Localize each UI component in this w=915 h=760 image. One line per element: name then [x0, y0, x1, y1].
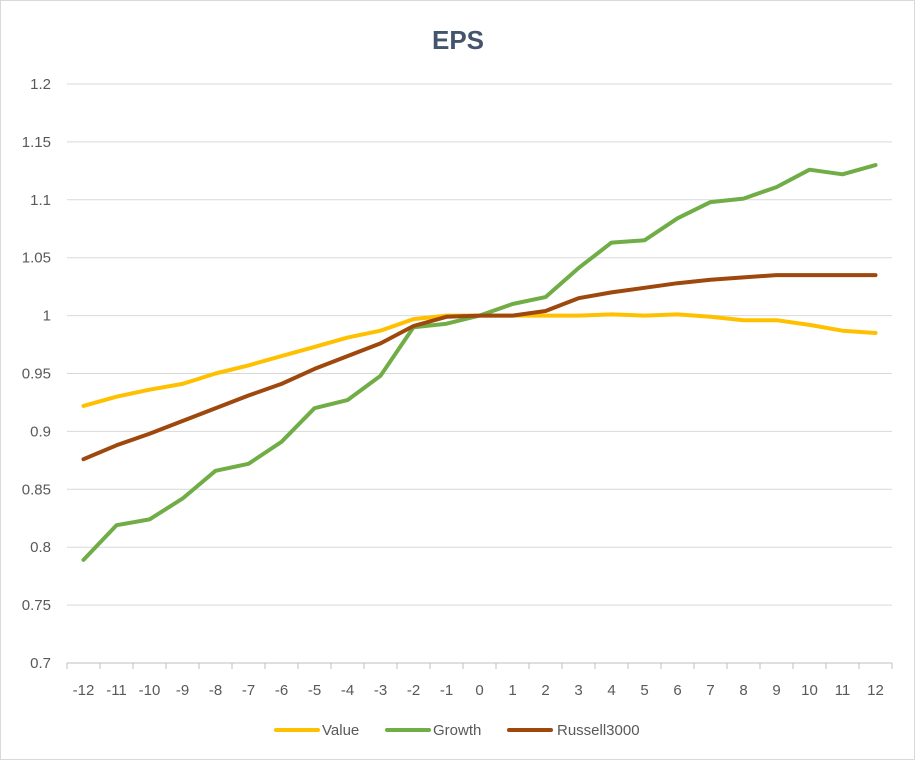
y-tick-label: 1.1 [30, 192, 51, 209]
x-tick-label: 4 [607, 682, 615, 699]
x-tick-label: -5 [308, 682, 321, 699]
y-tick-label: 1.05 [22, 250, 51, 267]
x-tick-label: 1 [508, 682, 516, 699]
x-tick-label: 0 [475, 682, 483, 699]
x-tick-label: -2 [407, 682, 420, 699]
x-tick-label: -9 [176, 682, 189, 699]
legend-label-growth: Growth [433, 722, 481, 739]
legend-label-russell3000: Russell3000 [557, 722, 640, 739]
y-tick-label: 0.95 [22, 366, 51, 383]
y-tick-label: 0.7 [30, 655, 51, 672]
series-line-russell3000 [81, 273, 878, 462]
x-tick-label: -8 [209, 682, 222, 699]
x-tick-label: -10 [139, 682, 161, 699]
axes: 1.21.151.11.0510.950.90.850.80.750.7-12-… [22, 76, 893, 699]
series-line-value [81, 312, 878, 408]
gridlines [67, 83, 892, 606]
x-tick-label: -6 [275, 682, 288, 699]
x-tick-label: -11 [106, 682, 127, 699]
y-tick-label: 1.15 [22, 134, 51, 151]
series-lines [81, 163, 878, 562]
chart-title: EPS [432, 25, 484, 55]
x-tick-label: 6 [673, 682, 681, 699]
y-tick-label: 0.9 [30, 423, 51, 440]
x-tick-label: 10 [801, 682, 818, 699]
x-tick-label: 5 [640, 682, 648, 699]
x-tick-label: -12 [73, 682, 95, 699]
x-tick-label: 9 [772, 682, 780, 699]
x-tick-label: -4 [341, 682, 354, 699]
legend-label-value: Value [322, 722, 359, 739]
x-tick-label: 11 [835, 682, 851, 699]
series-line-growth [81, 163, 878, 562]
x-tick-label: 3 [574, 682, 582, 699]
y-tick-label: 0.8 [30, 539, 51, 556]
x-tick-label: 8 [739, 682, 747, 699]
x-tick-label: -7 [242, 682, 255, 699]
x-tick-label: 12 [867, 682, 884, 699]
y-tick-label: 0.75 [22, 597, 51, 614]
y-tick-label: 1 [43, 308, 51, 325]
y-tick-label: 1.2 [30, 76, 51, 93]
x-tick-label: 2 [541, 682, 549, 699]
x-tick-label: 7 [706, 682, 714, 699]
legend: Value Growth Russell3000 [274, 722, 640, 739]
x-tick-label: -3 [374, 682, 387, 699]
x-tick-label: -1 [440, 682, 453, 699]
y-tick-label: 0.85 [22, 481, 51, 498]
